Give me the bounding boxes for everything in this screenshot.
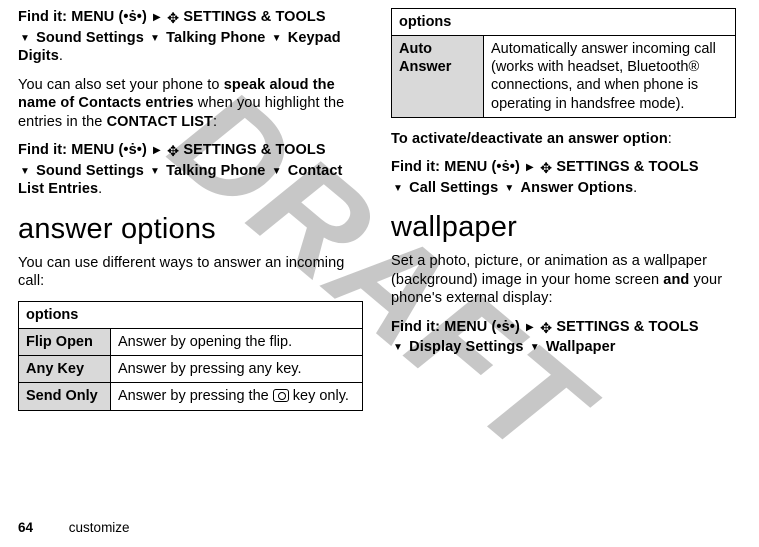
- text-bold: To activate/deactivate an answer option: [391, 131, 668, 147]
- text: Set a photo, picture, or animation as a …: [391, 253, 707, 288]
- down-arrow-icon: ▼: [150, 166, 160, 179]
- contact-list-label: CONTACT LIST: [107, 114, 213, 130]
- menu-label: MENU: [444, 159, 487, 175]
- option-desc: Answer by opening the flip.: [111, 329, 363, 356]
- option-name: Auto Answer: [392, 36, 484, 118]
- right-arrow-icon: ▶: [526, 322, 534, 335]
- auto-answer-table: options Auto Answer Automatically answer…: [391, 8, 736, 118]
- send-key-icon: [273, 389, 289, 402]
- period: .: [633, 180, 637, 196]
- find-it-label: Find it:: [391, 159, 440, 175]
- text: key only.: [289, 388, 349, 404]
- left-column: Find it: MENU (•ṡ•) ▶ ✥ SETTINGS & TOOLS…: [18, 8, 363, 411]
- find-it-1: Find it: MENU (•ṡ•) ▶ ✥ SETTINGS & TOOLS…: [18, 8, 363, 66]
- period: .: [59, 48, 63, 64]
- page-footer: 64 customize: [18, 520, 130, 535]
- settings-label: SETTINGS & TOOLS: [183, 9, 325, 25]
- text: Answer by pressing the: [118, 388, 273, 404]
- page-body: Find it: MENU (•ṡ•) ▶ ✥ SETTINGS & TOOLS…: [0, 0, 759, 411]
- right-arrow-icon: ▶: [526, 162, 534, 175]
- paragraph-wallpaper: Set a photo, picture, or animation as a …: [391, 252, 736, 308]
- down-arrow-icon: ▼: [393, 342, 403, 355]
- path-step: Display Settings: [409, 339, 523, 355]
- text: :: [213, 114, 217, 130]
- option-name: Send Only: [19, 383, 111, 410]
- table-row: Flip Open Answer by opening the flip.: [19, 329, 363, 356]
- right-column: options Auto Answer Automatically answer…: [391, 8, 736, 411]
- option-name: Any Key: [19, 356, 111, 383]
- menu-label: MENU: [444, 319, 487, 335]
- right-arrow-icon: ▶: [153, 145, 161, 158]
- down-arrow-icon: ▼: [20, 33, 30, 46]
- table-row: Any Key Answer by pressing any key.: [19, 356, 363, 383]
- table-header: options: [19, 302, 363, 329]
- table-header: options: [392, 9, 736, 36]
- option-name: Flip Open: [19, 329, 111, 356]
- period: .: [98, 181, 102, 197]
- down-arrow-icon: ▼: [150, 33, 160, 46]
- nav-key-icon: (•ṡ•): [119, 142, 147, 158]
- menu-label: MENU: [71, 9, 114, 25]
- find-it-2: Find it: MENU (•ṡ•) ▶ ✥ SETTINGS & TOOLS…: [18, 141, 363, 199]
- nav-key-icon: (•ṡ•): [492, 159, 520, 175]
- table-header-row: options: [19, 302, 363, 329]
- down-arrow-icon: ▼: [530, 342, 540, 355]
- down-arrow-icon: ▼: [504, 183, 514, 196]
- table-row: Auto Answer Automatically answer incomin…: [392, 36, 736, 118]
- down-arrow-icon: ▼: [272, 33, 282, 46]
- table-header-row: options: [392, 9, 736, 36]
- paragraph-activate: To activate/deactivate an answer option:: [391, 130, 736, 149]
- text: You can also set your phone to: [18, 77, 224, 93]
- down-arrow-icon: ▼: [393, 183, 403, 196]
- down-arrow-icon: ▼: [20, 166, 30, 179]
- option-desc: Automatically answer incoming call (work…: [484, 36, 736, 118]
- text: :: [668, 131, 672, 147]
- path-step: Wallpaper: [546, 339, 616, 355]
- section-name: customize: [69, 520, 130, 535]
- find-it-label: Find it:: [18, 9, 67, 25]
- settings-icon: ✥: [540, 160, 552, 179]
- down-arrow-icon: ▼: [272, 166, 282, 179]
- find-it-label: Find it:: [18, 142, 67, 158]
- settings-icon: ✥: [167, 10, 179, 29]
- answer-options-table: options Flip Open Answer by opening the …: [18, 301, 363, 411]
- find-it-3: Find it: MENU (•ṡ•) ▶ ✥ SETTINGS & TOOLS…: [391, 158, 736, 197]
- find-it-4: Find it: MENU (•ṡ•) ▶ ✥ SETTINGS & TOOLS…: [391, 318, 736, 357]
- path-step: Talking Phone: [166, 30, 265, 46]
- find-it-label: Find it:: [391, 319, 440, 335]
- path-step: Answer Options: [521, 180, 634, 196]
- page-number: 64: [18, 520, 33, 535]
- settings-icon: ✥: [540, 320, 552, 339]
- right-arrow-icon: ▶: [153, 12, 161, 25]
- nav-key-icon: (•ṡ•): [119, 9, 147, 25]
- text-bold: and: [663, 272, 689, 288]
- paragraph-contacts: You can also set your phone to speak alo…: [18, 76, 363, 132]
- table-row: Send Only Answer by pressing the key onl…: [19, 383, 363, 410]
- path-step: Call Settings: [409, 180, 498, 196]
- path-step: Talking Phone: [166, 163, 265, 179]
- settings-icon: ✥: [167, 143, 179, 162]
- option-desc: Answer by pressing the key only.: [111, 383, 363, 410]
- path-step: Sound Settings: [36, 30, 144, 46]
- option-desc: Answer by pressing any key.: [111, 356, 363, 383]
- nav-key-icon: (•ṡ•): [492, 319, 520, 335]
- menu-label: MENU: [71, 142, 114, 158]
- settings-label: SETTINGS & TOOLS: [556, 319, 698, 335]
- paragraph-answer: You can use different ways to answer an …: [18, 254, 363, 291]
- heading-answer-options: answer options: [18, 213, 363, 246]
- path-step: Sound Settings: [36, 163, 144, 179]
- heading-wallpaper: wallpaper: [391, 211, 736, 244]
- settings-label: SETTINGS & TOOLS: [183, 142, 325, 158]
- settings-label: SETTINGS & TOOLS: [556, 159, 698, 175]
